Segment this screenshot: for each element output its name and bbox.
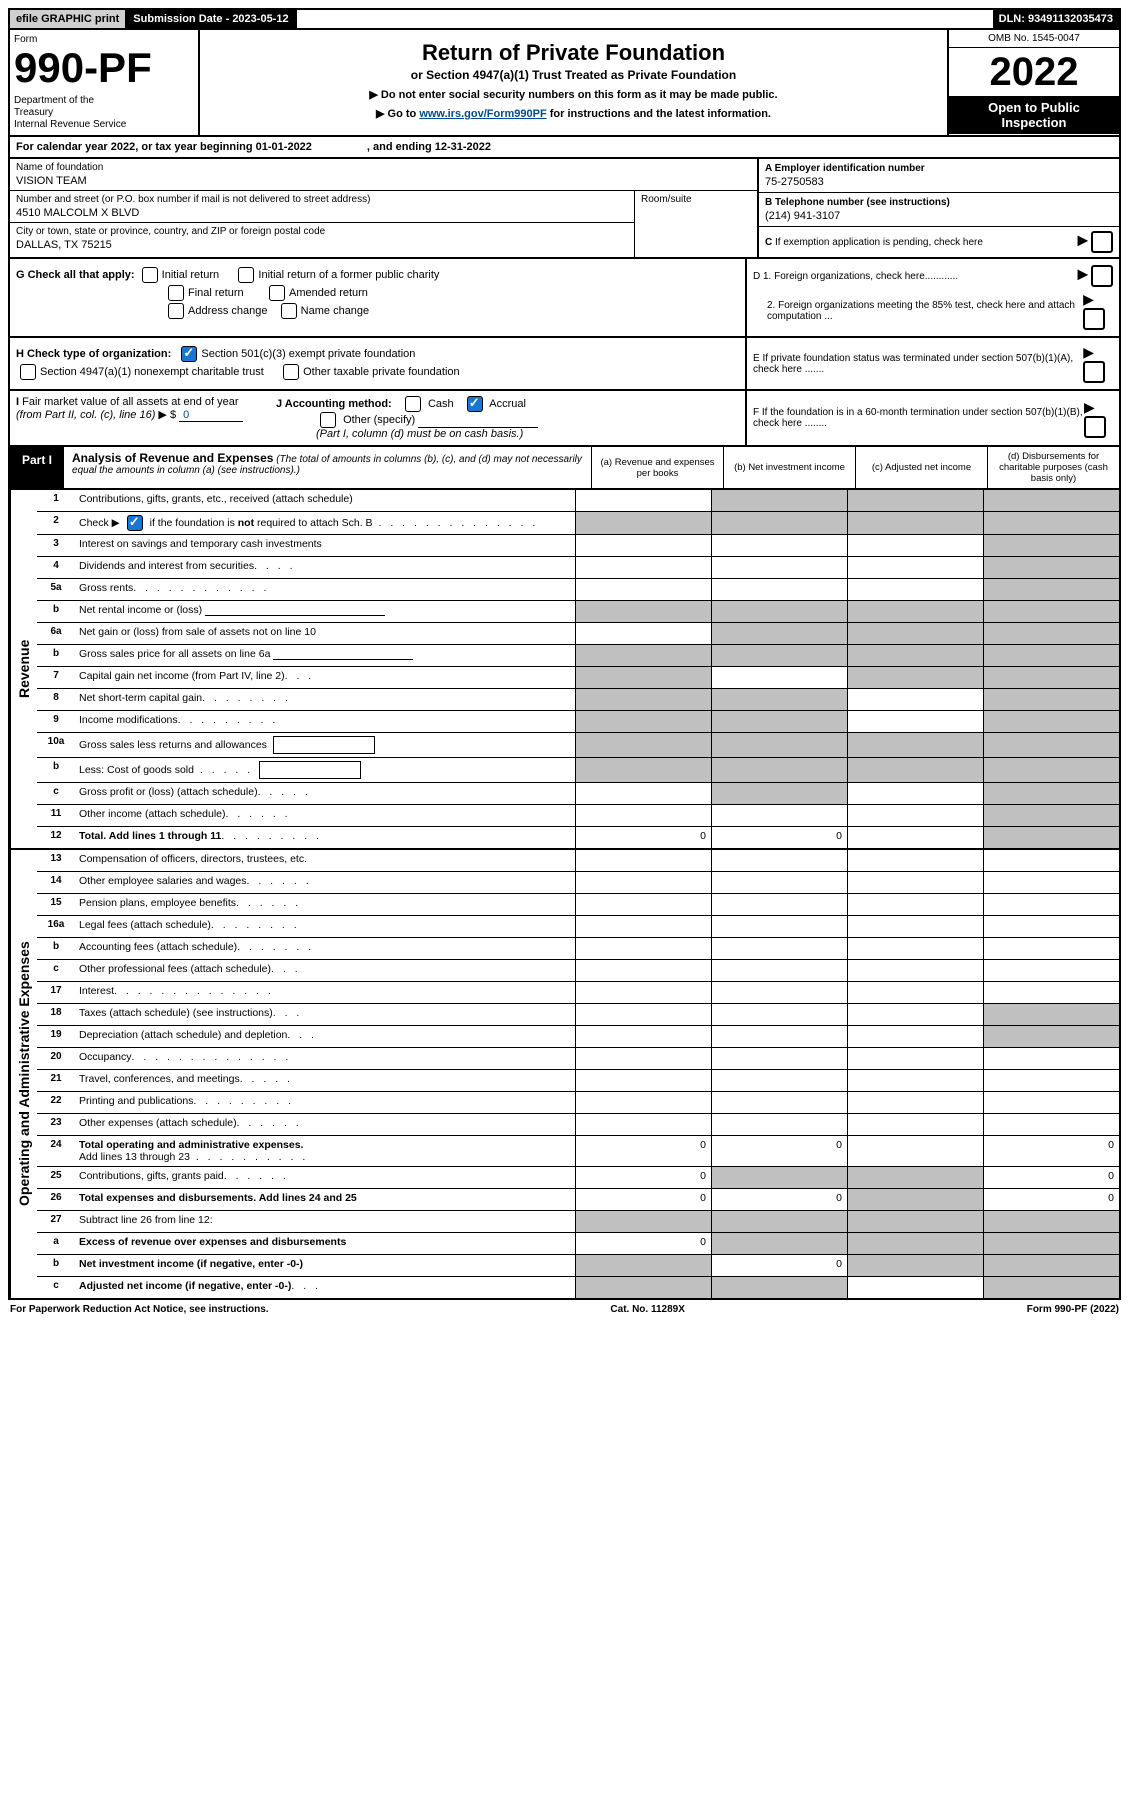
l25-d: 0 — [983, 1167, 1119, 1188]
addr-label: Number and street (or P.O. box number if… — [16, 194, 628, 205]
cb-amended[interactable] — [269, 285, 285, 301]
efile-label: efile GRAPHIC print — [10, 10, 127, 28]
tax-year: 2022 — [949, 48, 1119, 96]
instr-1: ▶ Do not enter social security numbers o… — [210, 88, 937, 101]
l12-a: 0 — [575, 827, 711, 848]
instr-2: ▶ Go to www.irs.gov/Form990PF for instru… — [210, 107, 937, 120]
omb-number: OMB No. 1545-0047 — [949, 30, 1119, 48]
ein-value: 75-2750583 — [765, 174, 1113, 188]
dln: DLN: 93491132035473 — [993, 10, 1119, 28]
part1-header: Part I Analysis of Revenue and Expenses … — [8, 447, 1121, 490]
calendar-year-row: For calendar year 2022, or tax year begi… — [8, 137, 1121, 159]
d2-label: 2. Foreign organizations meeting the 85%… — [753, 300, 1083, 322]
l27b-b: 0 — [711, 1255, 847, 1276]
top-bar: efile GRAPHIC print Submission Date - 20… — [8, 8, 1121, 30]
ein-label: A Employer identification number — [765, 163, 925, 174]
d1-checkbox[interactable] — [1091, 265, 1113, 287]
cb-final[interactable] — [168, 285, 184, 301]
c-checkbox[interactable] — [1091, 231, 1113, 253]
expenses-vert-label: Operating and Administrative Expenses — [10, 850, 37, 1298]
page-footer: For Paperwork Reduction Act Notice, see … — [8, 1300, 1121, 1319]
entity-info: Name of foundation VISION TEAM Number an… — [8, 159, 1121, 259]
l12-b: 0 — [711, 827, 847, 848]
l26-a: 0 — [575, 1189, 711, 1210]
footer-right: Form 990-PF (2022) — [1027, 1304, 1119, 1315]
name-label: Name of foundation — [16, 162, 751, 173]
l27a-a: 0 — [575, 1233, 711, 1254]
department: Department of theTreasuryInternal Revenu… — [14, 95, 194, 131]
section-ijf: I Fair market value of all assets at end… — [8, 391, 1121, 447]
city-state-zip: DALLAS, TX 75215 — [16, 237, 628, 251]
form-title: Return of Private Foundation — [210, 40, 937, 66]
col-c-head: (c) Adjusted net income — [855, 447, 987, 488]
cb-other-taxable[interactable] — [283, 364, 299, 380]
j-label: J Accounting method: — [276, 398, 392, 410]
j-note: (Part I, column (d) must be on cash basi… — [316, 428, 523, 440]
col-a-head: (a) Revenue and expenses per books — [591, 447, 723, 488]
l26-b: 0 — [711, 1189, 847, 1210]
cb-4947[interactable] — [20, 364, 36, 380]
form-number: 990-PF — [14, 47, 194, 89]
room-suite-label: Room/suite — [634, 191, 757, 257]
l26-d: 0 — [983, 1189, 1119, 1210]
l24-b: 0 — [711, 1136, 847, 1166]
l24-d: 0 — [983, 1136, 1119, 1166]
footer-left: For Paperwork Reduction Act Notice, see … — [10, 1304, 269, 1315]
submission-date: Submission Date - 2023-05-12 — [127, 10, 296, 28]
revenue-table: Revenue 1Contributions, gifts, grants, e… — [8, 490, 1121, 850]
part1-label: Part I — [10, 447, 64, 488]
section-h-e: H Check type of organization: Section 50… — [8, 338, 1121, 391]
cb-schb[interactable] — [127, 515, 143, 531]
l24-a: 0 — [575, 1136, 711, 1166]
expenses-table: Operating and Administrative Expenses 13… — [8, 850, 1121, 1300]
e-label: E If private foundation status was termi… — [753, 353, 1083, 375]
part1-title: Analysis of Revenue and Expenses — [72, 451, 273, 465]
tel-label: B Telephone number (see instructions) — [765, 197, 950, 208]
cb-accrual[interactable] — [467, 396, 483, 412]
f-checkbox[interactable] — [1084, 416, 1106, 438]
d1-label: D 1. Foreign organizations, check here..… — [753, 271, 958, 282]
col-d-head: (d) Disbursements for charitable purpose… — [987, 447, 1119, 488]
form-subtitle: or Section 4947(a)(1) Trust Treated as P… — [210, 68, 937, 82]
d2-checkbox[interactable] — [1083, 308, 1105, 330]
f-label: F If the foundation is in a 60-month ter… — [753, 407, 1084, 429]
inspection-badge: Open to PublicInspection — [949, 96, 1119, 134]
revenue-vert-label: Revenue — [10, 490, 37, 848]
cb-other-method[interactable] — [320, 412, 336, 428]
fmv-value: 0 — [179, 409, 243, 422]
tel-value: (214) 941-3107 — [765, 208, 1113, 222]
section-g-d: G Check all that apply: Initial return I… — [8, 259, 1121, 338]
l25-a: 0 — [575, 1167, 711, 1188]
cb-name-change[interactable] — [281, 303, 297, 319]
cb-initial-former[interactable] — [238, 267, 254, 283]
form-header: Form 990-PF Department of theTreasuryInt… — [8, 30, 1121, 137]
cb-addr-change[interactable] — [168, 303, 184, 319]
e-checkbox[interactable] — [1083, 361, 1105, 383]
footer-mid: Cat. No. 11289X — [610, 1304, 684, 1315]
cb-initial[interactable] — [142, 267, 158, 283]
city-label: City or town, state or province, country… — [16, 226, 628, 237]
g-label: G Check all that apply: — [16, 269, 135, 281]
irs-link[interactable]: www.irs.gov/Form990PF — [419, 108, 546, 120]
foundation-name: VISION TEAM — [16, 173, 751, 187]
col-b-head: (b) Net investment income — [723, 447, 855, 488]
h-label: H Check type of organization: — [16, 348, 171, 360]
c-label: C If exemption application is pending, c… — [765, 237, 983, 248]
cb-501c3[interactable] — [181, 346, 197, 362]
cb-cash[interactable] — [405, 396, 421, 412]
street-address: 4510 MALCOLM X BLVD — [16, 205, 628, 219]
